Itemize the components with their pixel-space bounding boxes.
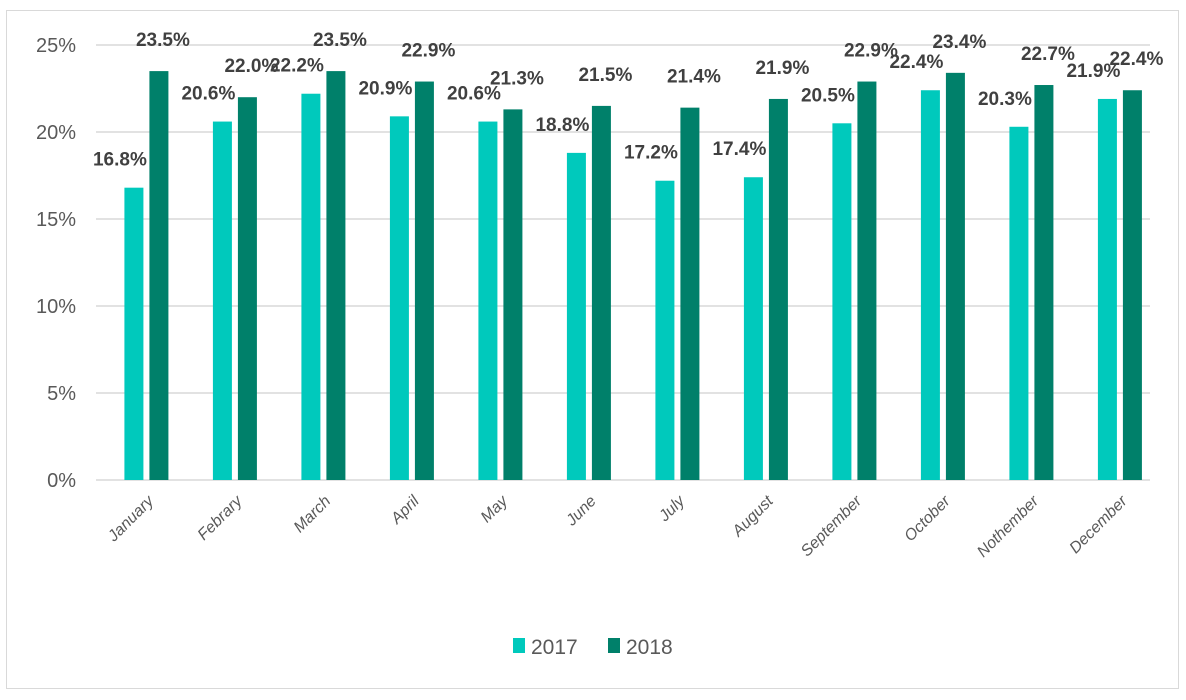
bar-2018-september <box>857 81 877 480</box>
legend-label: 2017 <box>531 636 578 659</box>
y-tick-label: 5% <box>47 383 76 405</box>
y-tick-label: 20% <box>36 122 76 144</box>
bar-2018-december <box>1122 90 1142 481</box>
bar-2018-august <box>768 98 788 480</box>
x-tick-label: December <box>1067 492 1132 557</box>
bar-2017-june <box>566 152 586 480</box>
data-label: 17.2% <box>624 143 678 164</box>
data-label: 21.3% <box>490 68 544 89</box>
x-tick-label: May <box>478 492 512 526</box>
data-label: 22.4% <box>1109 49 1163 70</box>
bar-2017-october <box>920 90 940 481</box>
data-label: 22.9% <box>401 41 455 62</box>
data-label: 21.4% <box>667 67 721 88</box>
bar-2018-october <box>945 72 965 480</box>
bar-2018-april <box>414 81 434 480</box>
data-label: 22.0% <box>224 56 278 77</box>
bar-2017-august <box>743 177 763 481</box>
bar-2017-september <box>832 123 852 481</box>
bar-2017-febrary <box>212 121 232 480</box>
bar-2017-july <box>655 180 675 480</box>
x-tick-label: September <box>798 492 866 560</box>
bar-2018-july <box>680 107 700 480</box>
data-label: 20.9% <box>358 78 412 99</box>
data-label: 23.5% <box>313 30 367 51</box>
bar-2017-april <box>389 116 409 480</box>
data-label: 20.3% <box>978 89 1032 110</box>
chart-frame <box>6 10 1179 689</box>
legend-label: 2018 <box>626 636 673 659</box>
bar-2018-may <box>503 109 523 480</box>
x-tick-label: Nothember <box>974 492 1042 560</box>
y-tick-label: 10% <box>36 296 76 318</box>
bar-2017-january <box>124 187 144 480</box>
y-tick-label: 15% <box>36 209 76 231</box>
data-label: 22.2% <box>270 56 324 77</box>
x-tick-label: January <box>104 492 158 546</box>
bar-2017-may <box>478 121 498 480</box>
bar-2018-march <box>326 71 346 480</box>
data-label: 20.6% <box>447 84 501 105</box>
x-tick-label: June <box>562 493 599 530</box>
bar-2017-march <box>301 93 321 480</box>
bar-2017-nothember <box>1009 126 1029 480</box>
data-label: 21.5% <box>578 65 632 86</box>
bar-2017-december <box>1097 98 1117 480</box>
data-label: 18.8% <box>535 115 589 136</box>
data-label: 22.9% <box>844 41 898 62</box>
legend-swatch-2018 <box>608 638 620 653</box>
x-tick-label: August <box>729 492 777 540</box>
data-label: 17.4% <box>712 139 766 160</box>
bar-2018-nothember <box>1034 85 1054 481</box>
data-label: 20.6% <box>181 84 235 105</box>
bar-2018-january <box>149 71 169 480</box>
bar-2018-june <box>591 105 611 481</box>
bar-2018-febrary <box>237 97 257 480</box>
data-label: 20.5% <box>801 85 855 106</box>
data-label: 21.9% <box>755 58 809 79</box>
y-tick-label: 0% <box>47 470 76 492</box>
x-tick-label: March <box>291 493 335 537</box>
data-label: 22.7% <box>1021 44 1075 65</box>
data-label: 16.8% <box>93 150 147 171</box>
data-label: 21.9% <box>1066 61 1120 82</box>
y-tick-label: 25% <box>36 35 76 57</box>
x-tick-label: July <box>655 492 689 526</box>
data-label: 22.4% <box>889 52 943 73</box>
x-tick-label: Febrary <box>195 492 247 544</box>
x-tick-label: April <box>387 492 423 528</box>
legend-swatch-2017 <box>513 638 525 653</box>
x-tick-label: October <box>901 492 954 545</box>
data-label: 23.4% <box>932 32 986 53</box>
data-label: 23.5% <box>136 30 190 51</box>
